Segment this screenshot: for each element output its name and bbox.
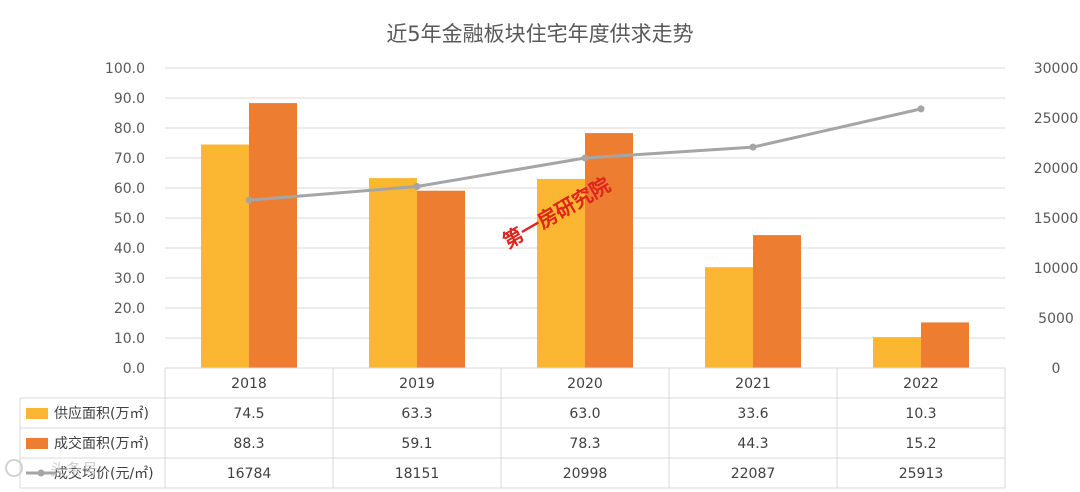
table-cell: 22087 bbox=[731, 466, 776, 482]
table-cell: 74.5 bbox=[233, 406, 264, 422]
table-cell: 16784 bbox=[227, 466, 272, 482]
bar bbox=[249, 103, 297, 368]
left-tick-label: 30.0 bbox=[114, 271, 145, 287]
series-name: 成交均价(元/㎡) bbox=[54, 465, 154, 482]
bar bbox=[753, 235, 801, 368]
bar bbox=[537, 179, 585, 368]
series-name: 供应面积(万㎡) bbox=[54, 405, 149, 422]
left-tick-label: 100.0 bbox=[105, 61, 145, 77]
line-point bbox=[917, 105, 925, 113]
right-tick-label: 30000 bbox=[1034, 61, 1079, 77]
table-cell: 44.3 bbox=[737, 436, 768, 452]
left-tick-label: 10.0 bbox=[114, 331, 145, 347]
left-tick-label: 40.0 bbox=[114, 241, 145, 257]
table-cell: 59.1 bbox=[401, 436, 432, 452]
table-cell: 88.3 bbox=[233, 436, 264, 452]
table-cell: 33.6 bbox=[737, 406, 768, 422]
bar bbox=[921, 322, 969, 368]
table-cell: 63.0 bbox=[569, 406, 600, 422]
left-tick-label: 60.0 bbox=[114, 181, 145, 197]
category-label: 2021 bbox=[735, 376, 771, 392]
category-label: 2020 bbox=[567, 376, 603, 392]
table-cell: 15.2 bbox=[905, 436, 936, 452]
right-tick-label: 25000 bbox=[1034, 111, 1079, 127]
left-tick-label: 70.0 bbox=[114, 151, 145, 167]
series-name: 成交面积(万㎡) bbox=[54, 435, 149, 452]
right-tick-label: 10000 bbox=[1034, 261, 1079, 277]
table-cell: 20998 bbox=[563, 466, 608, 482]
price-line bbox=[245, 105, 925, 204]
bar bbox=[417, 190, 465, 368]
right-tick-label: 0 bbox=[1052, 361, 1061, 377]
left-axis-ticks: 0.0 10.0 20.0 30.0 40.0 50.0 60.0 70.0 80.0 90.0 1… bbox=[105, 61, 145, 377]
line-point bbox=[749, 143, 757, 151]
data-table: 2018 2019 2020 2021 2022 供应面积(万㎡) 74.5 63.3 63.0… bbox=[19, 367, 1006, 489]
left-tick-label: 80.0 bbox=[114, 121, 145, 137]
line-point bbox=[413, 182, 421, 190]
bar bbox=[369, 178, 417, 368]
bar bbox=[873, 337, 921, 368]
line-point bbox=[245, 196, 253, 204]
category-label: 2022 bbox=[903, 376, 939, 392]
right-tick-label: 20000 bbox=[1034, 161, 1079, 177]
table-cell: 18151 bbox=[395, 466, 440, 482]
logo-icon bbox=[5, 459, 23, 477]
line-point bbox=[581, 154, 589, 162]
chart-title: 近5年金融板块住宅年度供求走势 bbox=[386, 22, 693, 46]
right-axis-ticks: 0 5000 10000 15000 20000 25000 30000 bbox=[1034, 61, 1079, 377]
bar bbox=[705, 267, 753, 368]
logo: 头条号 bbox=[5, 459, 98, 479]
left-tick-label: 0.0 bbox=[123, 361, 145, 377]
logo-text: 头条号 bbox=[50, 460, 98, 479]
table-cell: 78.3 bbox=[569, 436, 600, 452]
bar bbox=[201, 144, 249, 368]
category-label: 2019 bbox=[399, 376, 435, 392]
bars bbox=[201, 103, 969, 368]
right-tick-label: 5000 bbox=[1038, 311, 1074, 327]
legend-key bbox=[26, 438, 48, 449]
left-tick-label: 50.0 bbox=[114, 211, 145, 227]
left-tick-label: 90.0 bbox=[114, 91, 145, 107]
left-tick-label: 20.0 bbox=[114, 301, 145, 317]
legend-key bbox=[37, 469, 45, 477]
table-cell: 10.3 bbox=[905, 406, 936, 422]
category-label: 2018 bbox=[231, 376, 267, 392]
table-cell: 63.3 bbox=[401, 406, 432, 422]
legend-key bbox=[26, 408, 48, 419]
table-cell: 25913 bbox=[899, 466, 944, 482]
right-tick-label: 15000 bbox=[1034, 211, 1079, 227]
bar bbox=[585, 133, 633, 368]
